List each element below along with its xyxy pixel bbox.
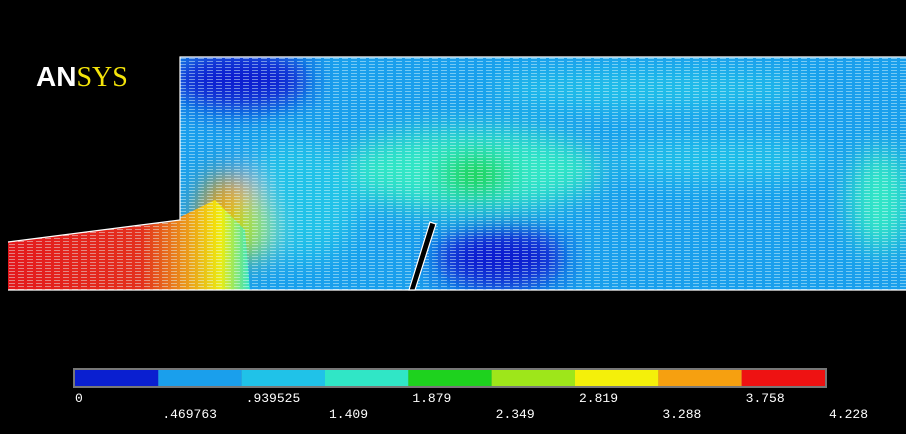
legend-label: 1.879 xyxy=(412,391,451,406)
legend-swatch xyxy=(158,370,241,386)
legend-label: .469763 xyxy=(162,407,217,422)
legend-label: 2.349 xyxy=(496,407,535,422)
logo: ANSYS xyxy=(36,61,128,93)
logo-mark: AN xyxy=(36,61,76,92)
legend-label: 4.228 xyxy=(829,407,868,422)
legend-swatch xyxy=(575,370,658,386)
legend-swatch xyxy=(658,370,741,386)
legend-swatch xyxy=(75,370,158,386)
legend-label: 3.758 xyxy=(746,391,785,406)
legend-label: 3.288 xyxy=(662,407,701,422)
legend-swatch xyxy=(325,370,408,386)
legend-swatch xyxy=(242,370,325,386)
legend-label: 0 xyxy=(75,391,83,406)
ansys-plot: ANSYS 0 .469763 .939525 1.409 1.879 2.349 2.81… xyxy=(0,0,906,434)
legend-label: 1.409 xyxy=(329,407,368,422)
legend-swatch xyxy=(408,370,491,386)
legend-swatch xyxy=(492,370,575,386)
legend-swatch xyxy=(742,370,825,386)
legend-label: .939525 xyxy=(246,391,301,406)
legend-label: 2.819 xyxy=(579,391,618,406)
logo-name: SYS xyxy=(76,62,127,93)
